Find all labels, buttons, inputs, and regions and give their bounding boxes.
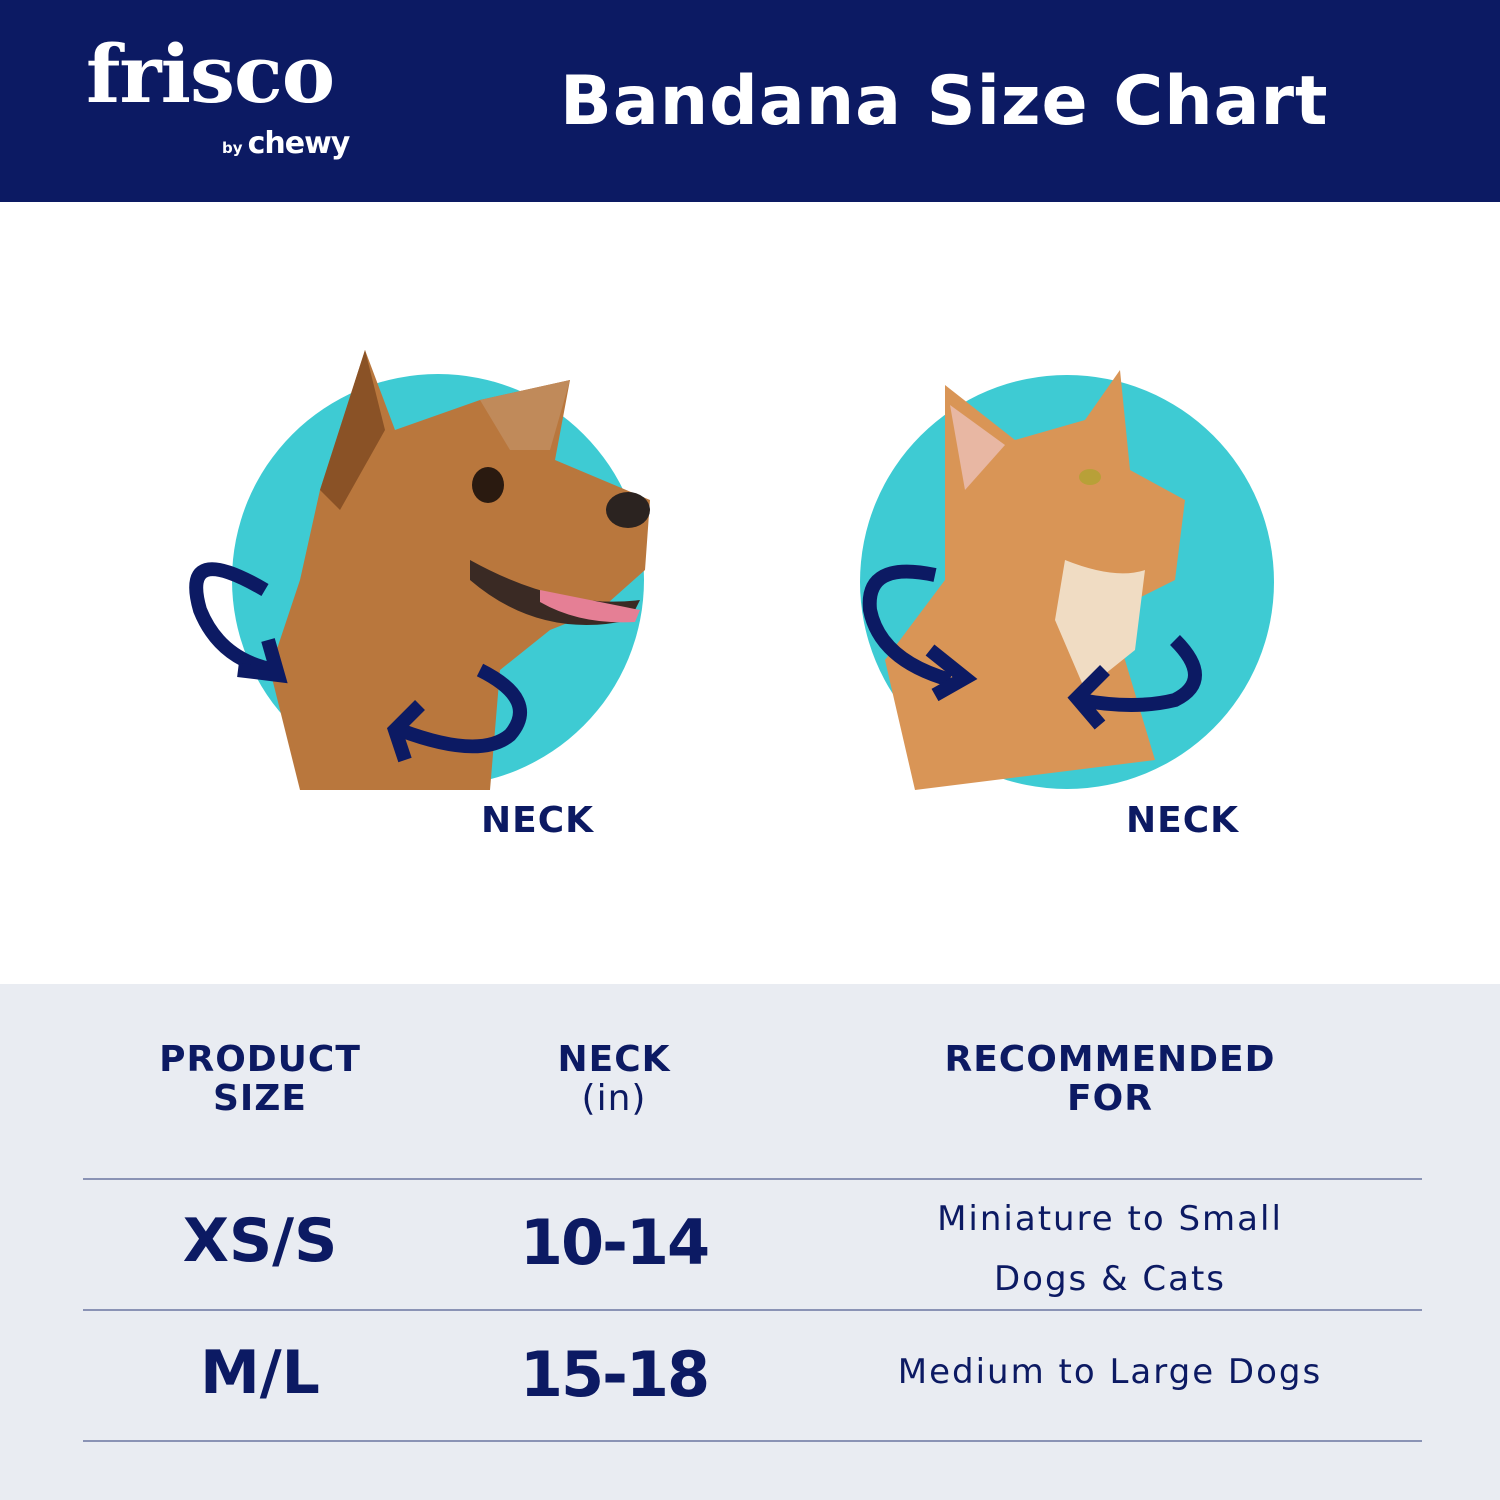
recommended-cell: Medium to Large Dogs <box>810 1349 1410 1395</box>
column-header-product-size: PRODUCT SIZE <box>110 1040 410 1118</box>
logo-by: by <box>222 139 243 157</box>
logo-wordmark: frisco <box>86 27 335 121</box>
recommended-cell: Miniature to Small Dogs & Cats <box>810 1196 1410 1302</box>
header-line: RECOMMENDED <box>944 1039 1276 1080</box>
cat-neck-label: NECK <box>1126 800 1240 841</box>
logo-sub: by chewy <box>222 126 351 161</box>
page-title: Bandana Size Chart <box>560 62 1329 141</box>
header-line: SIZE <box>212 1078 308 1119</box>
header-unit: (in) <box>581 1078 647 1119</box>
column-header-recommended-for: RECOMMENDED FOR <box>860 1040 1360 1118</box>
cat-neck-illustration <box>855 360 1285 800</box>
recommended-line: Medium to Large Dogs <box>897 1352 1323 1392</box>
row-divider <box>83 1309 1422 1311</box>
dog-neck-label: NECK <box>481 800 595 841</box>
column-header-neck: NECK (in) <box>464 1040 764 1118</box>
size-cell: XS/S <box>182 1206 338 1276</box>
header-line: FOR <box>1067 1078 1153 1119</box>
frisco-logo: frisco by chewy <box>86 27 350 161</box>
recommended-line: Miniature to Small <box>937 1199 1283 1239</box>
size-cell: M/L <box>200 1338 320 1408</box>
header-banner: frisco by chewy Bandana Size Chart <box>0 0 1500 202</box>
neck-cell: 10-14 <box>519 1206 710 1279</box>
cat-image <box>862 370 1202 790</box>
dog-image <box>189 350 650 790</box>
header-line: NECK <box>557 1039 671 1080</box>
row-divider <box>83 1178 1422 1180</box>
row-divider <box>83 1440 1422 1442</box>
header-line: PRODUCT <box>159 1039 361 1080</box>
logo-chewy: chewy <box>247 126 351 161</box>
neck-cell: 15-18 <box>519 1338 710 1411</box>
size-table: PRODUCT SIZE NECK (in) RECOMMENDED FOR X… <box>0 984 1500 1500</box>
recommended-line: Dogs & Cats <box>993 1259 1227 1299</box>
dog-neck-illustration <box>180 340 660 800</box>
